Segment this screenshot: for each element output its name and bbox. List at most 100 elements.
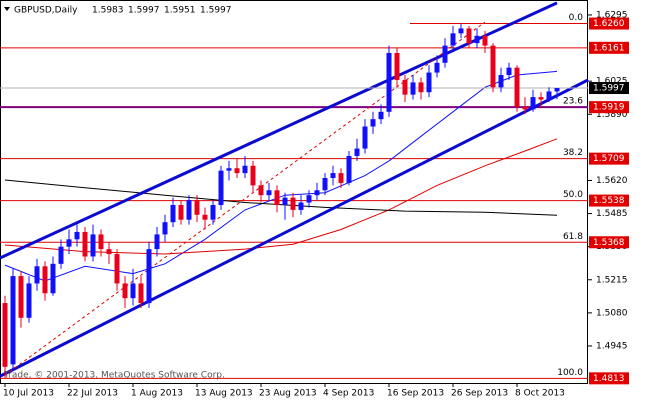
level-box bbox=[589, 372, 629, 385]
candle-body bbox=[474, 35, 480, 44]
candle-body bbox=[354, 148, 360, 156]
x-tick-label: 26 Sep 2013 bbox=[451, 389, 508, 399]
candle-body bbox=[34, 266, 40, 284]
x-tick-label: 4 Sep 2013 bbox=[323, 389, 374, 399]
candle-body bbox=[442, 45, 448, 63]
candle-body bbox=[82, 231, 88, 257]
fib-label: 50.0 bbox=[563, 190, 583, 200]
fib-label: 23.6 bbox=[563, 97, 583, 107]
channel-line bbox=[0, 78, 589, 378]
candle-body bbox=[498, 75, 504, 88]
candle-body bbox=[538, 97, 544, 100]
candle-body bbox=[282, 197, 288, 205]
x-tick-label: 8 Oct 2013 bbox=[515, 389, 565, 399]
candle-body bbox=[170, 204, 176, 223]
candle-body bbox=[418, 82, 424, 93]
level-box-label: 1.5368 bbox=[593, 238, 625, 248]
candle-body bbox=[50, 263, 56, 294]
level-box-label: 1.5919 bbox=[593, 103, 625, 113]
plot-frame bbox=[0, 0, 588, 384]
candle-body bbox=[66, 239, 72, 247]
level-box bbox=[589, 17, 629, 30]
candle-body bbox=[138, 283, 144, 304]
header-value: 1.5997 bbox=[200, 6, 232, 16]
candle-body bbox=[290, 197, 296, 210]
candle-body bbox=[122, 283, 128, 299]
candle-body bbox=[58, 246, 64, 264]
candle-body bbox=[306, 195, 312, 203]
candle-body bbox=[482, 35, 488, 46]
candle-body bbox=[362, 126, 368, 149]
fib-label: 38.2 bbox=[563, 148, 583, 158]
fib-label: 0.0 bbox=[569, 13, 584, 23]
x-tick-label: 1 Aug 2013 bbox=[131, 389, 183, 399]
candle-body bbox=[346, 155, 352, 183]
candle-body bbox=[426, 72, 432, 93]
menu-arrow bbox=[4, 7, 10, 11]
candle-body bbox=[202, 214, 208, 220]
candle-body bbox=[42, 266, 48, 294]
y-tick-label: 1.5080 bbox=[596, 308, 628, 318]
candle-body bbox=[490, 45, 496, 88]
level-box bbox=[589, 41, 629, 54]
candle-body bbox=[266, 190, 272, 196]
x-tick-label: 13 Aug 2013 bbox=[195, 389, 253, 399]
header-value: 1.5997 bbox=[128, 6, 160, 16]
candle-body bbox=[330, 173, 336, 179]
x-tick-label: 23 Aug 2013 bbox=[259, 389, 317, 399]
y-tick-label: 1.5215 bbox=[596, 275, 628, 285]
candle-body bbox=[162, 222, 168, 235]
channel-line bbox=[0, 1, 558, 260]
candle-body bbox=[242, 165, 248, 174]
fib-label: 61.8 bbox=[563, 232, 583, 242]
candle-body bbox=[18, 276, 24, 318]
candle-body bbox=[130, 283, 136, 299]
candle-body bbox=[154, 234, 160, 250]
candle-body bbox=[298, 202, 304, 210]
level-box-label: 1.5709 bbox=[593, 154, 625, 164]
candle-body bbox=[258, 185, 264, 196]
level-box bbox=[589, 152, 629, 165]
y-tick-label: 1.6025 bbox=[596, 77, 628, 87]
candle-body bbox=[226, 168, 232, 171]
x-tick-label: 22 Jul 2013 bbox=[67, 389, 118, 399]
level-box bbox=[589, 236, 629, 249]
candle-body bbox=[26, 283, 32, 318]
x-tick-label: 10 Jul 2013 bbox=[3, 389, 54, 399]
header-value: 1.5951 bbox=[164, 6, 196, 16]
candle-body bbox=[514, 67, 520, 107]
level-box-label: 1.6161 bbox=[593, 43, 625, 53]
header-value: 1.5983 bbox=[92, 6, 124, 16]
candle-body bbox=[98, 234, 104, 250]
fib-label: 100.0 bbox=[557, 368, 583, 378]
level-box bbox=[589, 101, 629, 114]
candle-body bbox=[378, 111, 384, 120]
level-box-label: 1.6260 bbox=[593, 19, 625, 29]
candle-body bbox=[274, 190, 280, 205]
candle-body bbox=[338, 173, 344, 183]
level-box bbox=[589, 194, 629, 207]
level-box-label: 1.5538 bbox=[593, 196, 625, 206]
candle-body bbox=[2, 303, 8, 367]
candle-body bbox=[250, 165, 256, 186]
overlay-line bbox=[4, 70, 558, 282]
candle-body bbox=[186, 200, 192, 220]
candle-body bbox=[386, 52, 392, 112]
y-tick-label: 1.4945 bbox=[596, 341, 628, 351]
candle-body bbox=[146, 249, 152, 304]
overlay-line bbox=[4, 138, 558, 255]
x-tick-label: 16 Sep 2013 bbox=[387, 389, 444, 399]
last-price-box bbox=[589, 82, 629, 95]
candle-body bbox=[554, 88, 560, 92]
y-tick-label: 1.5485 bbox=[596, 209, 628, 219]
candle-body bbox=[218, 170, 224, 205]
last-price-box-label: 1.5997 bbox=[593, 84, 625, 94]
candle-body bbox=[370, 119, 376, 127]
candle-body bbox=[322, 178, 328, 191]
candle-body bbox=[410, 82, 416, 95]
candle-body bbox=[394, 52, 400, 80]
candle-body bbox=[10, 276, 16, 365]
y-tick-label: 1.6295 bbox=[596, 10, 628, 20]
